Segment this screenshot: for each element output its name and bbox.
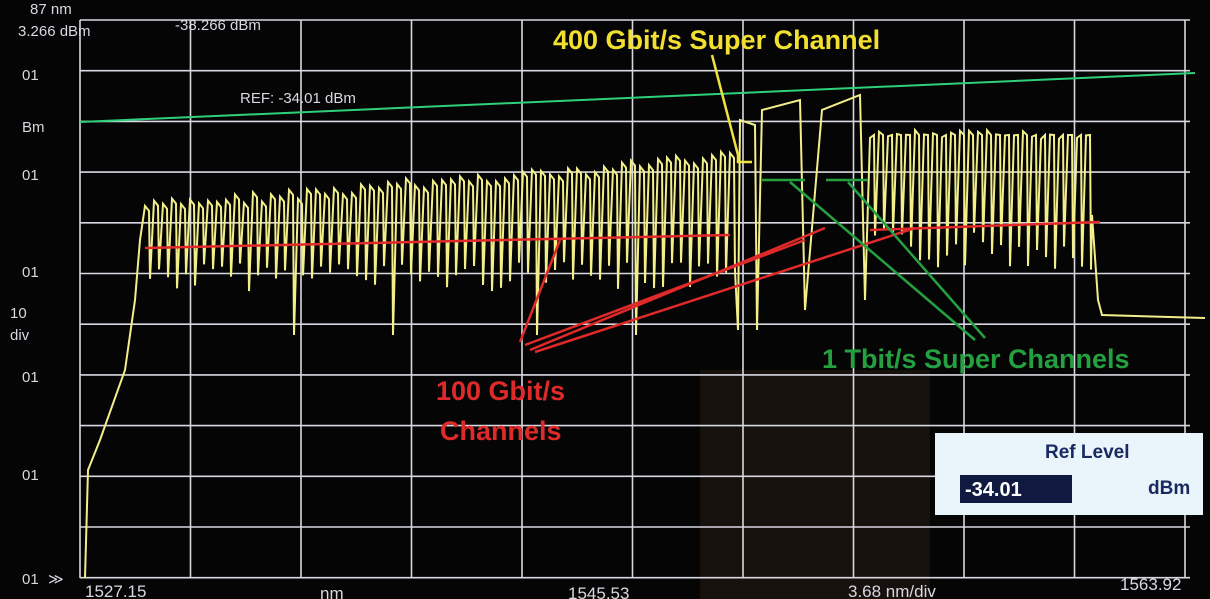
x-center: 1545.53	[568, 584, 629, 599]
x-scale: 3.68 nm/div	[848, 582, 936, 599]
y-label: 01	[22, 467, 39, 484]
analyzer-screen: 87 nm 3.266 dBm -38.266 dBm REF: -34.01 …	[0, 0, 1210, 599]
readout: 3.266 dBm	[18, 23, 91, 40]
y-label: 01	[22, 264, 39, 281]
y-label: 10	[10, 305, 27, 322]
y-label: Bm	[22, 119, 45, 136]
y-label: 01	[22, 369, 39, 386]
annotation: 1 Tbit/s Super Channels	[822, 344, 1130, 374]
y-label: div	[10, 327, 30, 344]
marker-arrow: ≫	[48, 571, 64, 588]
ref-box-unit: dBm	[1148, 478, 1190, 499]
annotation: Channels	[440, 416, 562, 446]
y-label: 01	[22, 571, 39, 588]
x-start: 1527.15	[85, 582, 146, 599]
y-label: 01	[22, 167, 39, 184]
reflection	[700, 370, 930, 599]
annotation: 400 Gbit/s Super Channel	[553, 25, 880, 55]
readout: -38.266 dBm	[175, 17, 261, 34]
ref-level-box: Ref Level -34.01 dBm	[935, 433, 1203, 515]
ref-box-title: Ref Level	[1045, 442, 1129, 463]
y-label: 01	[22, 67, 39, 84]
x-unit: nm	[320, 584, 344, 599]
x-stop: 1563.92	[1120, 575, 1181, 594]
page: 87 nm 3.266 dBm -38.266 dBm REF: -34.01 …	[0, 0, 1210, 599]
readout: 87 nm	[30, 1, 72, 18]
annotation: 100 Gbit/s	[436, 376, 565, 406]
ref-line-label: REF: -34.01 dBm	[240, 90, 356, 107]
ref-box-value: -34.01	[965, 479, 1022, 501]
